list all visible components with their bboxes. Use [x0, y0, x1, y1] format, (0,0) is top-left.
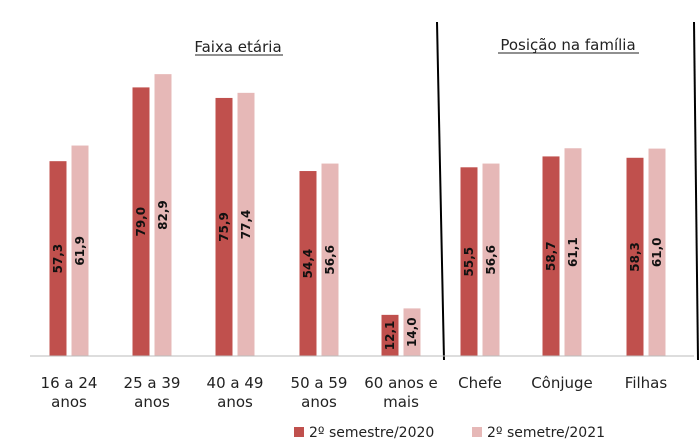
- legend-label-1: 2º semetre/2021: [487, 425, 605, 441]
- category-label-6: Cônjuge: [531, 374, 593, 392]
- value-label-s0-c2: 75,9: [217, 212, 231, 242]
- bar-s1-c7: [648, 148, 666, 356]
- category-label-4: 60 anos e mais: [364, 374, 438, 411]
- group-title-0: Faixa etária: [194, 38, 281, 56]
- bar-s0-c3: [299, 171, 317, 356]
- legend-swatch-1: [472, 427, 482, 437]
- value-label-s1-c2: 77,4: [239, 210, 253, 240]
- category-label-2: 40 a 49 anos: [207, 374, 264, 411]
- bar-s0-c6: [542, 156, 560, 356]
- bar-s1-c2: [237, 92, 255, 356]
- category-label-5: Chefe: [458, 374, 502, 392]
- value-label-s1-c1: 82,9: [156, 200, 170, 230]
- value-label-s0-c0: 57,3: [51, 244, 65, 274]
- category-label-1: 25 a 39 anos: [124, 374, 181, 411]
- group-title-1: Posição na família: [500, 36, 635, 54]
- value-label-s0-c6: 58,7: [544, 241, 558, 271]
- value-label-s1-c7: 61,0: [650, 237, 664, 267]
- category-label-7: Filhas: [625, 374, 668, 392]
- bar-s1-c5: [482, 163, 500, 356]
- value-label-s0-c7: 58,3: [628, 242, 642, 272]
- labels-layer: 57,3 61,9 16 a 24 anos 79,0 82,9 25 a 39 anos 75…: [41, 36, 668, 411]
- value-label-s0-c4: 12,1: [383, 321, 397, 351]
- legend-swatch-0: [294, 427, 304, 437]
- bar-s0-c1: [132, 87, 150, 357]
- value-label-s1-c3: 56,6: [323, 245, 337, 275]
- value-label-s0-c3: 54,4: [301, 249, 315, 279]
- value-label-s1-c4: 14,0: [405, 317, 419, 347]
- legend-label-0: 2º semestre/2020: [309, 425, 434, 441]
- bar-s0-c2: [215, 97, 233, 356]
- group-divider: [436, 21, 445, 361]
- bar-s0-c7: [626, 157, 644, 356]
- bar-s1-c3: [321, 163, 339, 356]
- bar-s0-c0: [49, 161, 67, 356]
- value-label-s1-c5: 56,6: [484, 245, 498, 275]
- right-border-line: [693, 21, 699, 361]
- category-label-0: 16 a 24 anos: [41, 374, 98, 411]
- bar-s1-c6: [564, 148, 582, 356]
- value-label-s1-c6: 61,1: [566, 237, 580, 267]
- value-label-s1-c0: 61,9: [73, 236, 87, 266]
- value-label-s0-c5: 55,5: [462, 247, 476, 277]
- bar-s1-c1: [154, 74, 172, 356]
- value-label-s0-c1: 79,0: [134, 207, 148, 237]
- category-label-3: 50 a 59 anos: [291, 374, 348, 411]
- bar-s1-c4: [403, 308, 421, 356]
- bars-layer: [49, 74, 666, 357]
- bar-s0-c5: [460, 167, 478, 356]
- legend: 2º semestre/2020 2º semetre/2021: [294, 425, 605, 441]
- bar-s1-c0: [71, 145, 89, 356]
- bar-s0-c4: [381, 314, 399, 356]
